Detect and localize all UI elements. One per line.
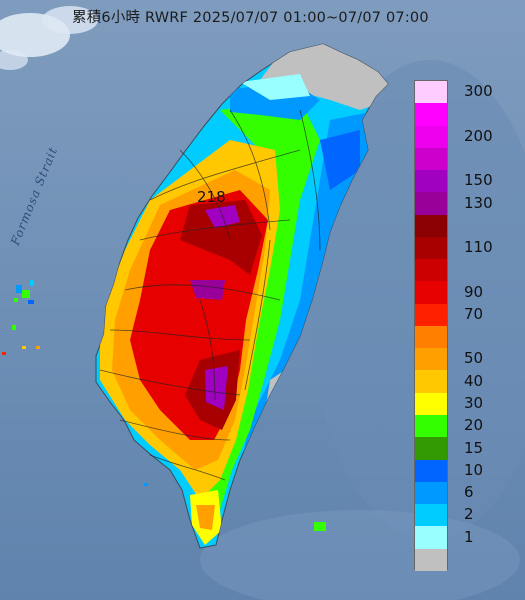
- legend-swatch: [415, 103, 447, 126]
- legend-label: 1: [464, 527, 474, 546]
- rain-zone-1mm: [240, 74, 310, 100]
- legend-label: 40: [464, 371, 484, 390]
- legend-swatch: [415, 170, 447, 193]
- legend-swatch: [415, 370, 447, 393]
- legend-label: 30: [464, 393, 484, 412]
- legend-swatch: [415, 481, 447, 505]
- legend-color-bar: [414, 80, 448, 571]
- county-boundaries: [99, 109, 321, 481]
- map-title: 累積6小時 RWRF 2025/07/07 01:00~07/07 07:00: [72, 10, 429, 26]
- legend-swatch: [415, 325, 447, 349]
- rain-zone-50mm: [196, 505, 215, 530]
- legend-swatch: [415, 348, 447, 371]
- legend-swatch: [415, 281, 447, 304]
- legend-label: 2: [464, 505, 474, 524]
- legend-swatch: [415, 437, 447, 460]
- legend-label: 130: [464, 193, 493, 212]
- legend-swatch: [415, 192, 447, 215]
- small-island: [144, 483, 148, 486]
- legend-label: 200: [464, 126, 493, 145]
- max-rainfall-label: 218: [197, 188, 226, 206]
- legend-label: 90: [464, 282, 484, 301]
- rainfall-legend: 300 200 150 130 110 90 70 50 40 30 20 15 10 6 2 1: [414, 80, 512, 571]
- penghu-islands: [2, 280, 40, 355]
- legend-swatch: [415, 259, 447, 282]
- legend-swatch: [415, 548, 447, 571]
- legend-swatch: [415, 504, 447, 527]
- legend-swatch: [415, 414, 447, 438]
- cloud-patch: [42, 6, 98, 34]
- legend-swatch: [415, 392, 447, 415]
- legend-label: 150: [464, 171, 493, 190]
- green-island: [314, 522, 326, 531]
- cloud-patch: [0, 50, 28, 70]
- rain-zone-150mm: [190, 280, 225, 300]
- legend-label: 6: [464, 483, 474, 502]
- legend-swatch: [415, 81, 447, 104]
- legend-swatch: [415, 303, 447, 326]
- rain-zone-150mm: [205, 366, 228, 410]
- rainfall-shading: [100, 44, 388, 545]
- rain-zone-10mm: [320, 130, 360, 190]
- legend-swatch: [415, 214, 447, 237]
- rain-zone-110mm: [180, 200, 262, 275]
- legend-swatch: [415, 147, 447, 171]
- legend-label: 15: [464, 438, 484, 457]
- legend-label: 110: [464, 238, 493, 257]
- legend-swatch: [415, 526, 447, 549]
- legend-swatch: [415, 236, 447, 260]
- legend-label: 50: [464, 349, 484, 368]
- legend-label: 300: [464, 82, 493, 101]
- legend-label: 20: [464, 416, 484, 435]
- legend-swatch: [415, 459, 447, 482]
- legend-label: 10: [464, 460, 484, 479]
- legend-label: 70: [464, 304, 484, 323]
- legend-swatch: [415, 125, 447, 148]
